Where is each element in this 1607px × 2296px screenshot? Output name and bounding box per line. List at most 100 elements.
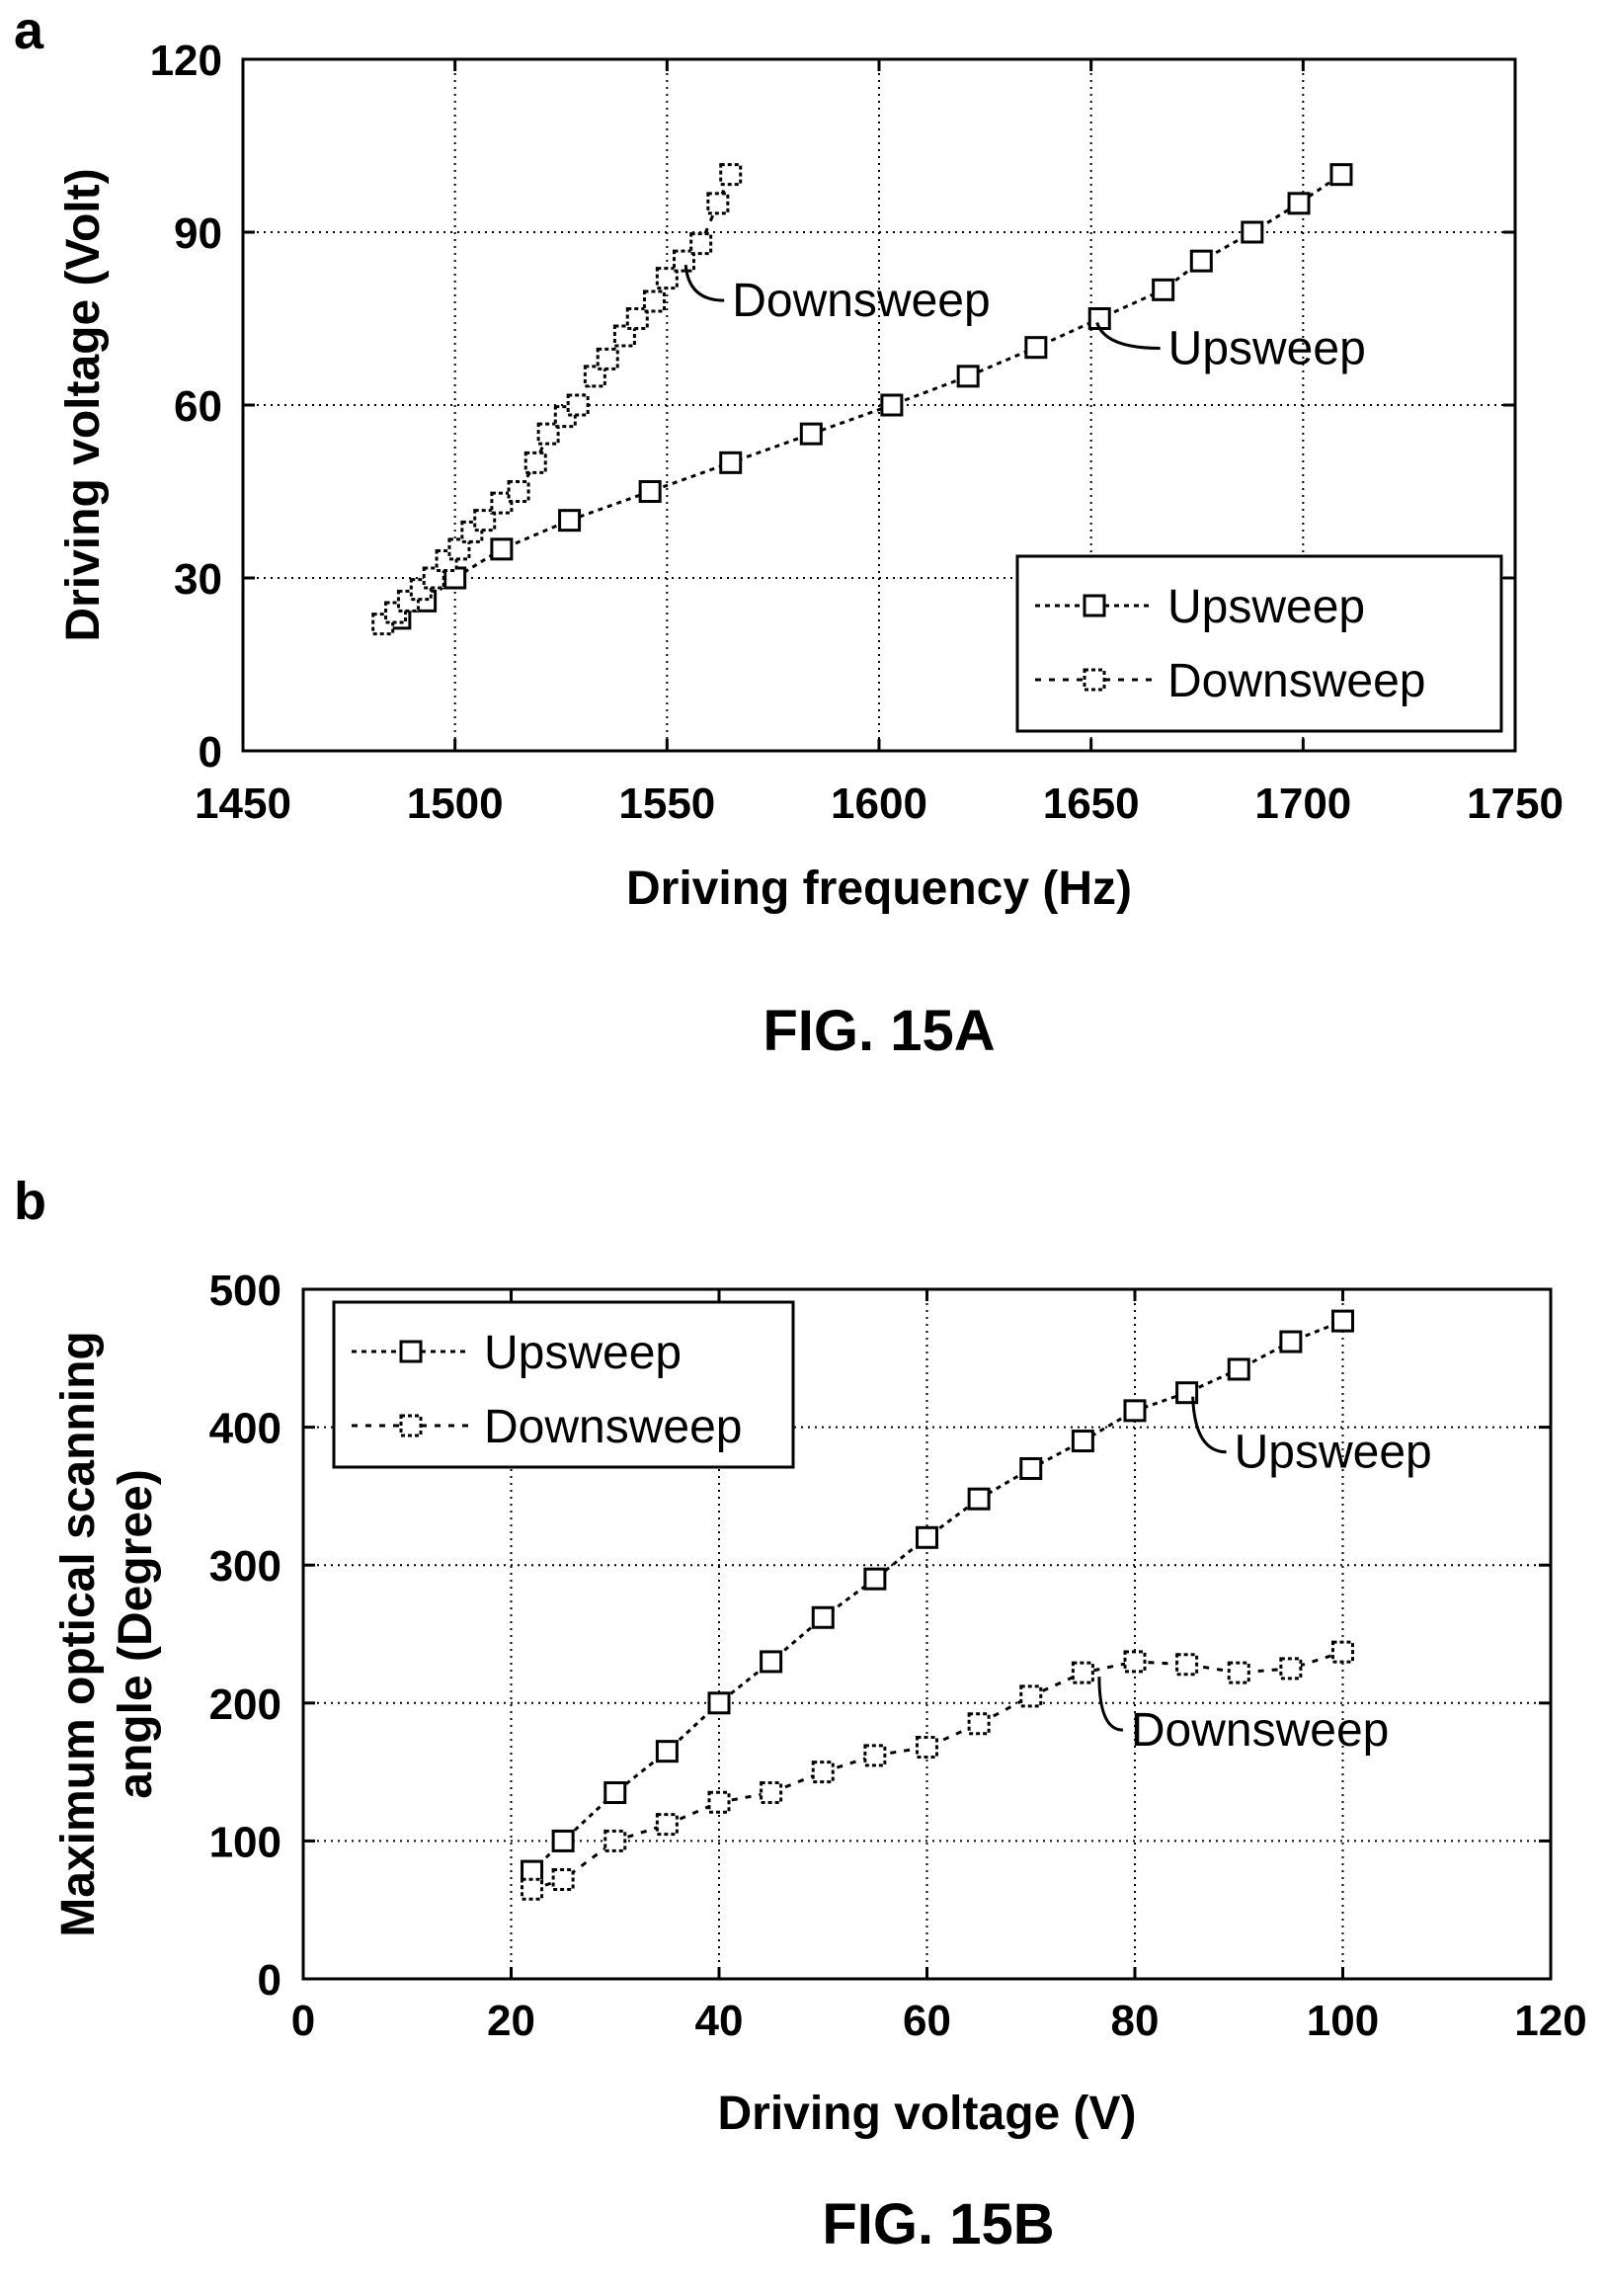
x-tick-label: 20: [487, 1997, 535, 2045]
figure-caption-15b: FIG. 15B: [822, 2192, 1055, 2256]
data-point-downsweep: [1175, 1653, 1199, 1677]
y-tick-label: 400: [209, 1405, 281, 1453]
data-point-upsweep: [1071, 1430, 1094, 1453]
data-point-downsweep: [473, 509, 497, 533]
data-point-downsweep: [507, 480, 530, 503]
data-point-upsweep: [1241, 220, 1264, 244]
x-tick-label: 1550: [618, 779, 715, 828]
data-point-upsweep: [811, 1605, 835, 1629]
annotation-leader: [683, 265, 725, 302]
x-tick-label: 0: [291, 1997, 315, 2045]
annotation-leader: [1095, 321, 1161, 350]
data-point-downsweep: [447, 537, 471, 561]
legend-label: Upsweep: [484, 1327, 682, 1379]
legend-label: Downsweep: [484, 1401, 742, 1453]
x-tick-label: 80: [1111, 1997, 1160, 2045]
data-point-downsweep: [811, 1761, 835, 1784]
data-point-downsweep: [551, 1867, 575, 1891]
y-axis-title-line: Maximum optical scanning: [52, 1331, 105, 1936]
y-tick-label: 200: [209, 1681, 281, 1729]
data-point-downsweep: [521, 1877, 544, 1901]
data-point-upsweep: [1024, 336, 1048, 360]
data-point-downsweep: [612, 324, 636, 348]
legend: Upsweep Downsweep: [1015, 554, 1503, 733]
data-point-downsweep: [1227, 1661, 1250, 1684]
data-point-downsweep: [719, 163, 743, 187]
legend-marker: [399, 1414, 423, 1437]
annotation-label: Downsweep: [732, 275, 990, 327]
legend-marker: [1083, 668, 1106, 692]
legend-label: Downsweep: [1167, 655, 1425, 707]
annotation-leader: [1097, 1677, 1124, 1732]
legend: Upsweep Downsweep: [332, 1300, 795, 1469]
x-axis-title: Driving frequency (Hz): [626, 862, 1132, 915]
y-tick-label: 30: [174, 555, 222, 604]
series-line-upsweep: [399, 173, 1342, 620]
data-point-downsweep: [422, 566, 445, 590]
annotation-label: Downsweep: [1131, 1704, 1389, 1757]
x-axis-title: Driving voltage (V): [717, 2088, 1136, 2140]
data-point-downsweep: [603, 1829, 627, 1852]
x-tick-label: 1600: [831, 779, 927, 828]
data-point-downsweep: [1331, 1640, 1354, 1664]
data-point-downsweep: [490, 491, 514, 515]
data-point-upsweep: [603, 1781, 627, 1805]
data-point-upsweep: [916, 1525, 938, 1549]
y-tick-label: 500: [209, 1267, 281, 1315]
data-point-downsweep: [1071, 1661, 1094, 1684]
data-point-upsweep: [1329, 163, 1353, 187]
y-tick-label: 90: [174, 209, 222, 258]
data-point-upsweep: [719, 451, 743, 474]
data-point-downsweep: [655, 267, 679, 290]
y-tick-label: 100: [209, 1818, 281, 1866]
data-point-downsweep: [655, 1813, 679, 1837]
data-point-downsweep: [760, 1781, 783, 1805]
x-tick-label: 40: [695, 1997, 744, 2045]
legend-box: [332, 1300, 795, 1469]
y-tick-label: 300: [209, 1542, 281, 1591]
data-point-upsweep: [707, 1691, 731, 1715]
data-point-downsweep: [536, 422, 560, 446]
panel-letter-b: b: [14, 1172, 46, 1231]
x-tick-label: 1500: [407, 779, 504, 828]
series-line-downsweep: [381, 174, 733, 625]
x-tick-label: 60: [903, 1997, 951, 2045]
chart-a: 1450 1500 1550 1600 1650 1700 1750 0 30 60 90 120 Dr…: [57, 37, 1564, 915]
data-point-upsweep: [956, 365, 980, 388]
data-point-downsweep: [706, 192, 730, 215]
annotation-label: Upsweep: [1235, 1427, 1432, 1479]
data-point-upsweep: [799, 422, 823, 446]
data-point-downsweep: [916, 1735, 938, 1759]
x-tick-label: 120: [1514, 1997, 1586, 2045]
x-tick-label: 100: [1307, 1997, 1379, 2045]
data-point-upsweep: [490, 537, 514, 561]
data-point-upsweep: [863, 1567, 887, 1591]
data-point-downsweep: [1279, 1657, 1303, 1681]
data-point-downsweep: [863, 1744, 887, 1767]
data-point-downsweep: [707, 1790, 731, 1814]
data-point-downsweep: [566, 393, 590, 417]
legend-marker: [1083, 594, 1106, 617]
chart-b: 0 20 40 60 80 100 120 0 100 200 300 400 500 Driving v…: [52, 1267, 1587, 2140]
data-point-downsweep: [673, 249, 696, 273]
y-tick-label: 0: [258, 1956, 281, 2005]
data-point-upsweep: [551, 1829, 575, 1852]
legend-label: Upsweep: [1167, 581, 1365, 633]
annotation-label: Upsweep: [1168, 323, 1366, 375]
data-point-downsweep: [523, 451, 547, 474]
data-point-upsweep: [1279, 1330, 1303, 1353]
y-tick-label: 0: [199, 728, 222, 777]
x-tick-label: 1700: [1254, 779, 1351, 828]
x-tick-label: 1650: [1043, 779, 1140, 828]
x-tick-label: 1450: [195, 779, 291, 828]
data-point-downsweep: [583, 365, 606, 388]
figure-caption-15a: FIG. 15A: [763, 999, 996, 1063]
data-point-upsweep: [1287, 192, 1311, 215]
panel-letter-a: a: [14, 1, 44, 60]
data-point-downsweep: [642, 289, 666, 313]
data-point-downsweep: [596, 347, 619, 370]
annotation-leader: [1191, 1396, 1227, 1454]
data-point-downsweep: [689, 232, 713, 256]
data-point-upsweep: [760, 1650, 783, 1674]
